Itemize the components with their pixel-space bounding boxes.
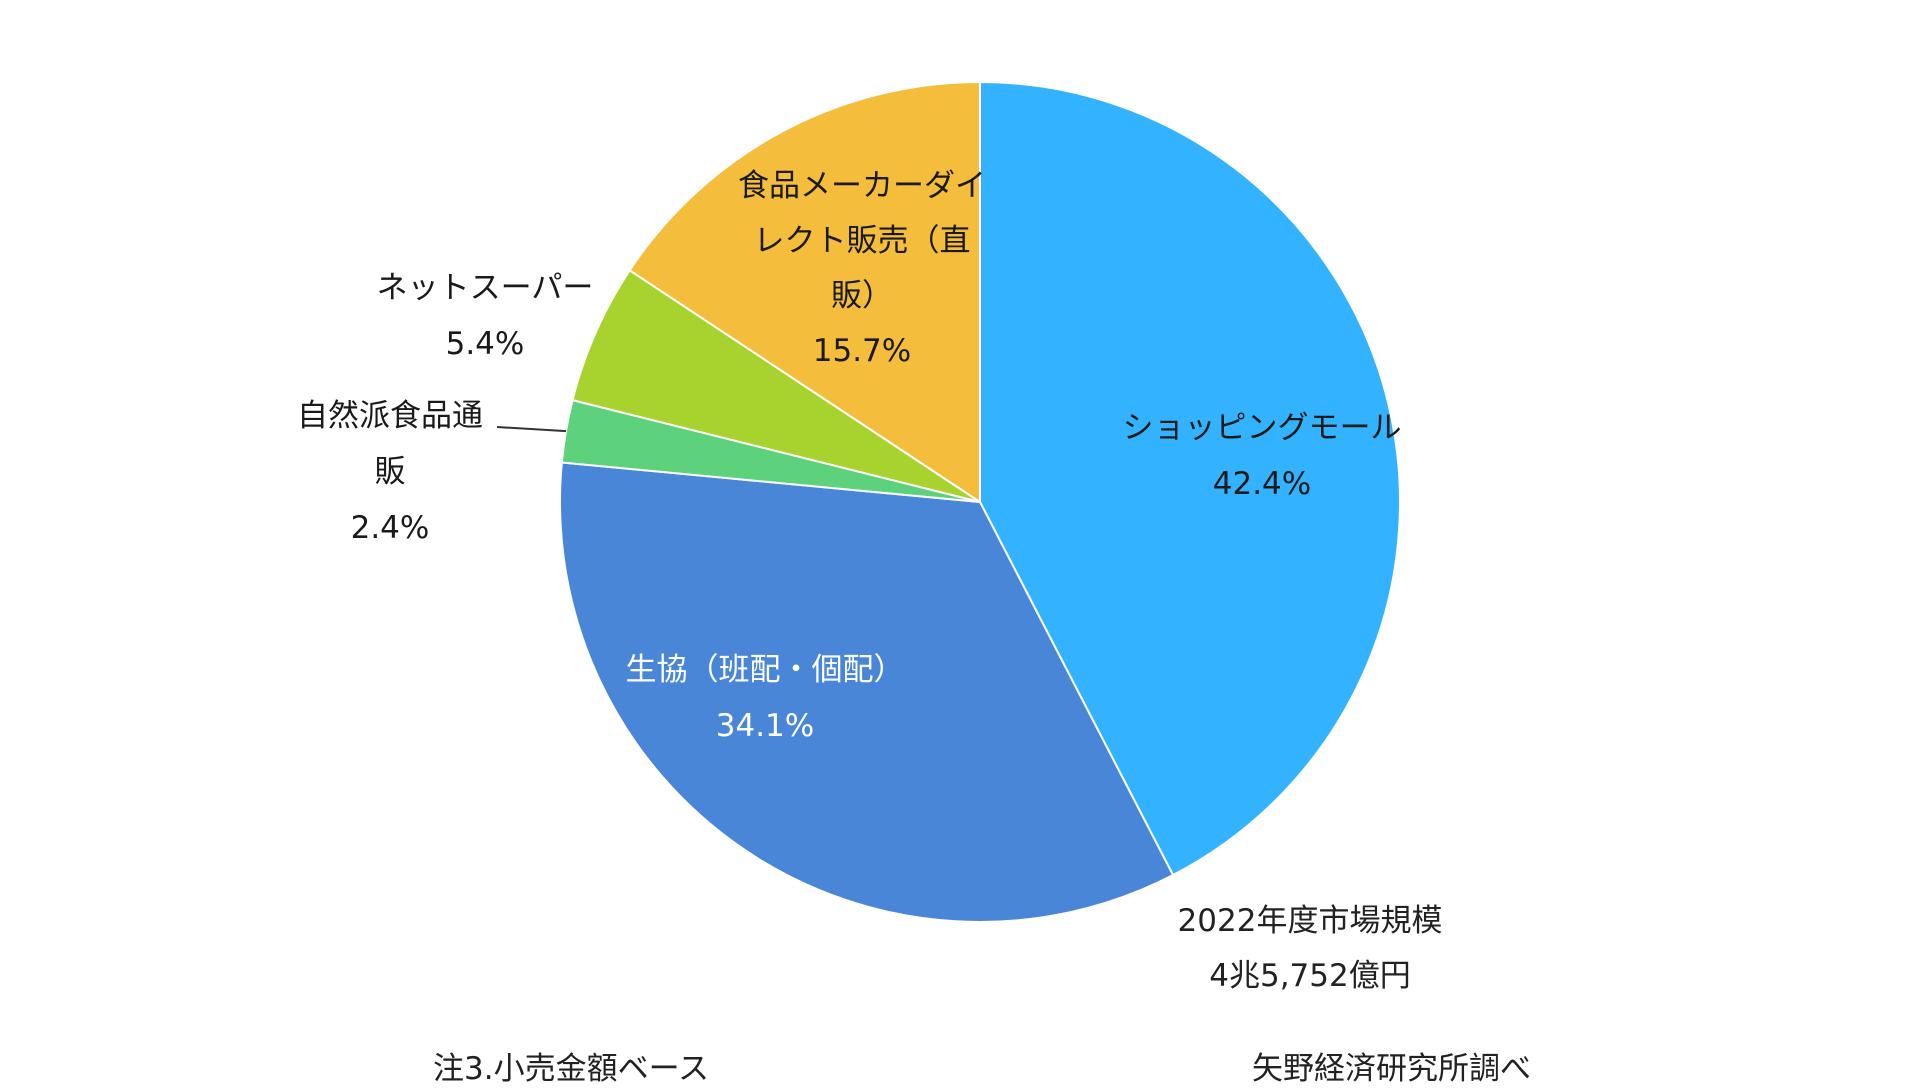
footer-source: 矢野経済研究所調べ <box>1252 1051 1531 1087</box>
pie-slice <box>559 461 1175 923</box>
pie-slice <box>628 80 981 504</box>
slice-category-label: 自然派食品通 <box>297 398 483 434</box>
market-size-line1: 2022年度市場規模 <box>1177 903 1443 939</box>
slice-category-label: ショッピングモール <box>1123 410 1402 446</box>
market-size-line2: 4兆5,752億円 <box>1209 958 1411 994</box>
slice-value-label: 2.4% <box>351 510 430 546</box>
pie-slice <box>571 268 981 503</box>
slice-value-label: 15.7% <box>813 333 911 369</box>
slice-value-label: 34.1% <box>716 708 814 744</box>
slice-category-label: レクト販売（直 <box>754 223 971 259</box>
leader-line <box>496 426 567 433</box>
slice-category-label: ネットスーパー <box>377 270 594 306</box>
slice-category-label: 生協（班配・個配） <box>626 652 905 688</box>
slice-category-label: 食品メーカーダイ <box>738 168 986 204</box>
pie-slices <box>559 80 1401 923</box>
pie-slice <box>979 80 1401 877</box>
slice-value-label: 42.4% <box>1213 466 1311 502</box>
footer-note: 注3.小売金額ベース <box>433 1051 710 1087</box>
slice-value-label: 5.4% <box>446 326 525 362</box>
market-size-annotation: 2022年度市場規模 4兆5,752億円 <box>1150 895 1470 995</box>
slice-category-label: 販） <box>831 278 893 314</box>
slice-category-label: 販 <box>375 454 406 490</box>
